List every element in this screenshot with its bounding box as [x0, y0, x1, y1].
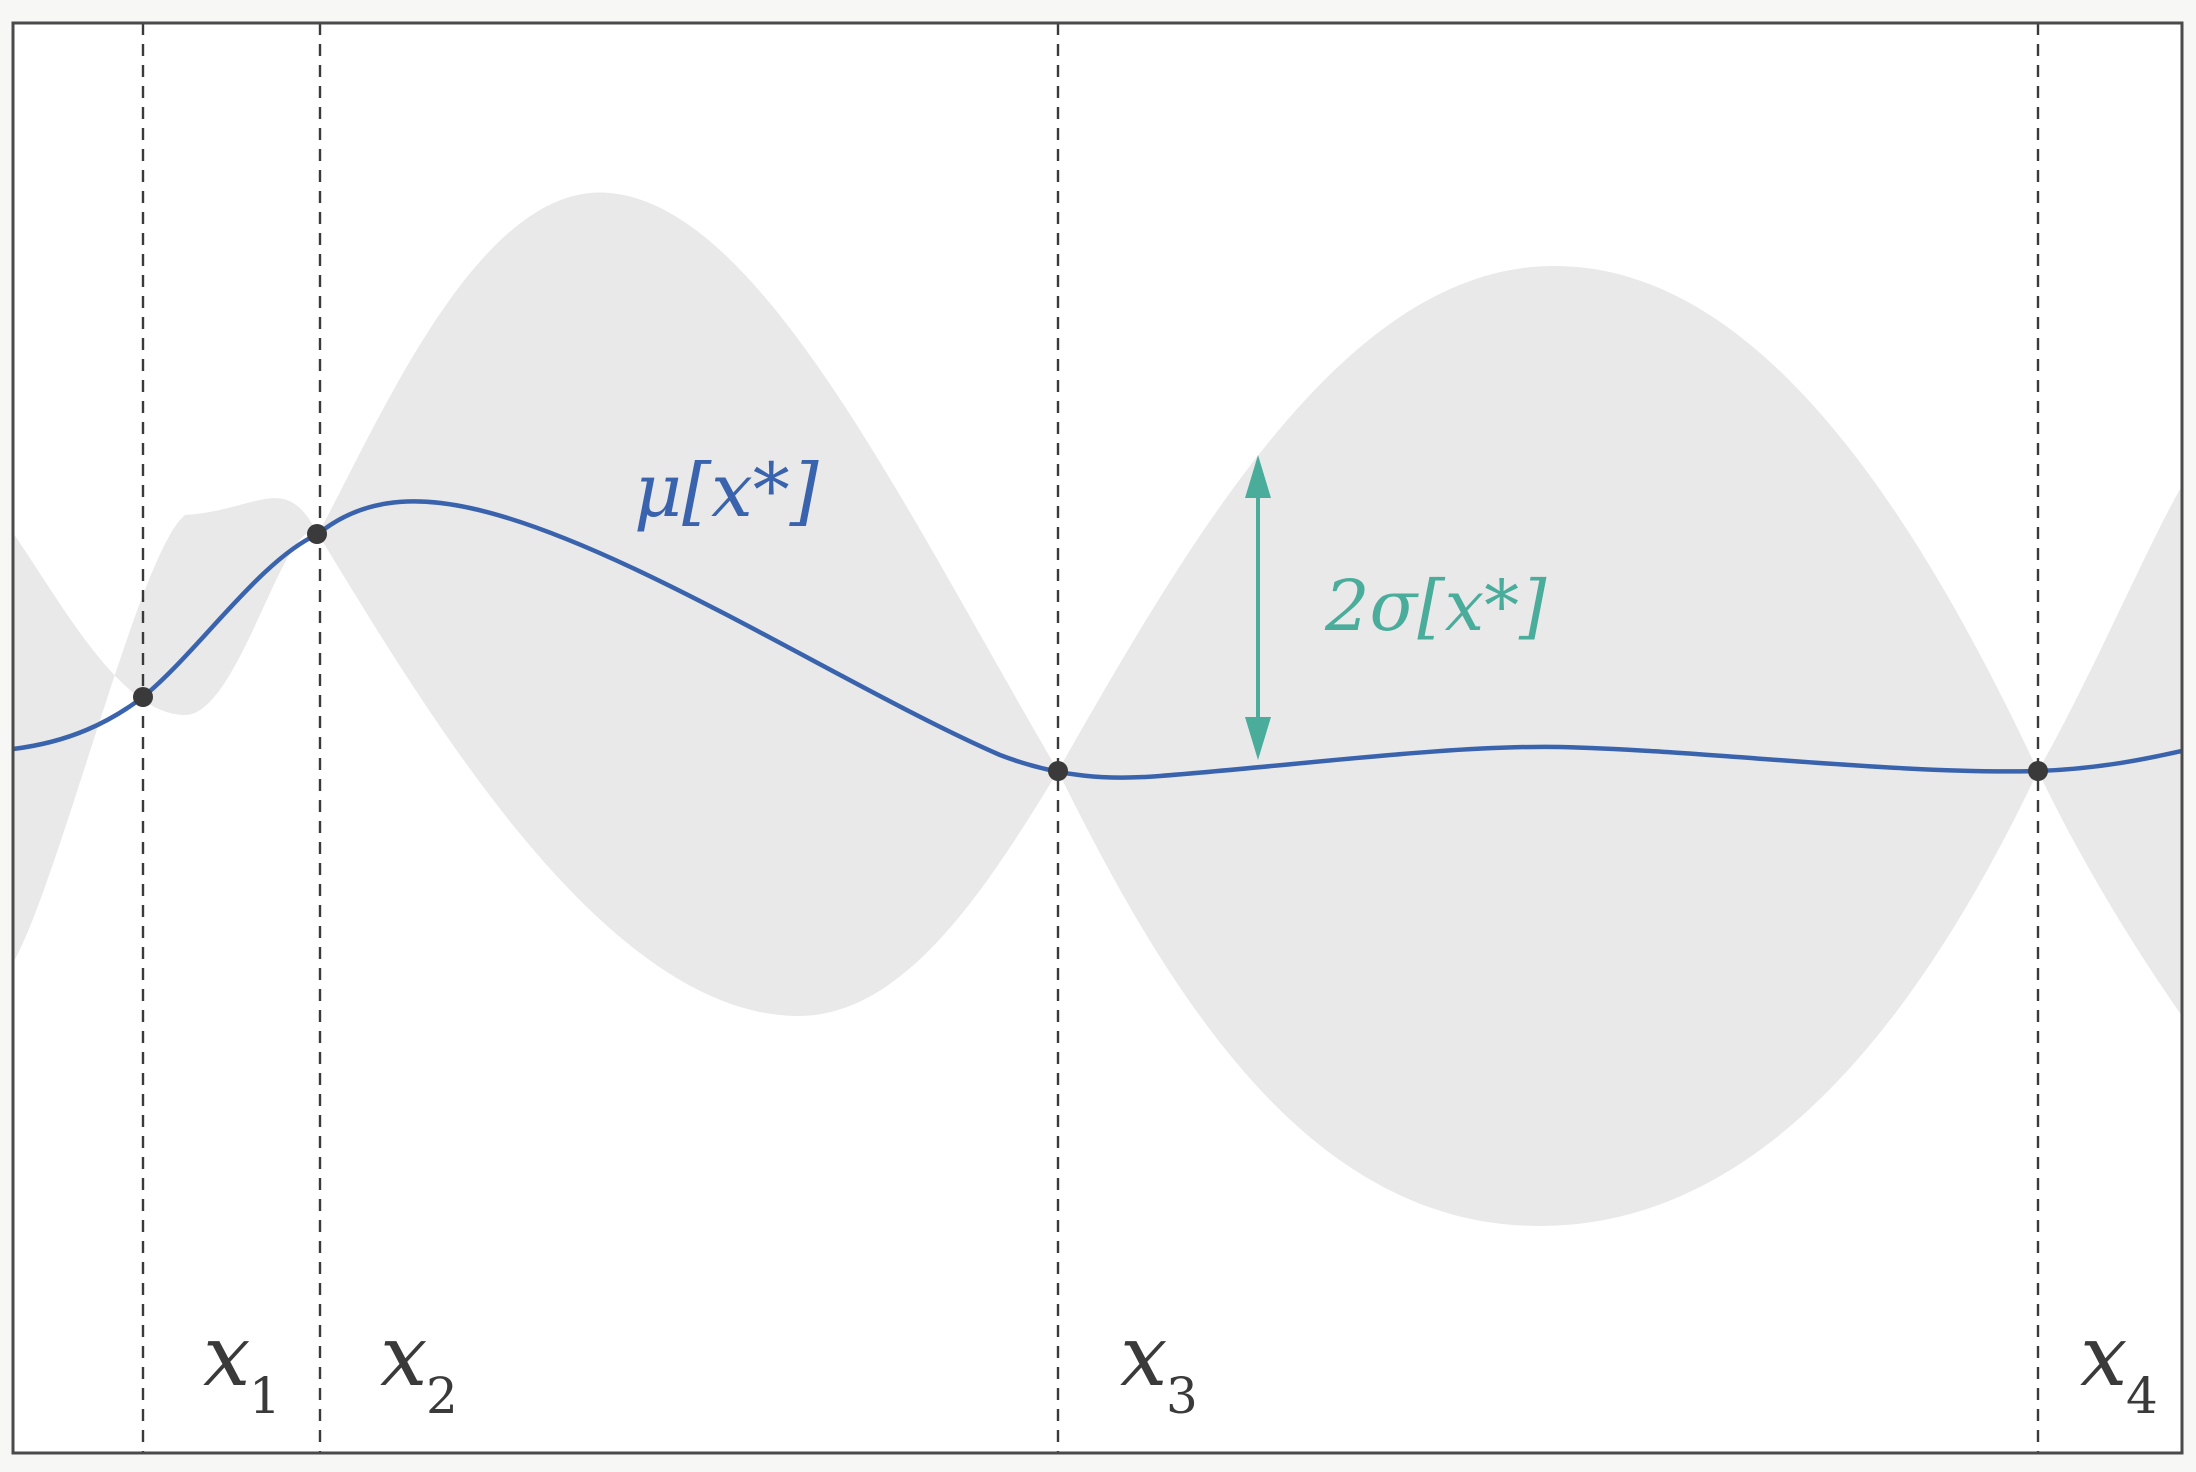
uncertainty-band	[13, 192, 2182, 1226]
x-label-1-subscript: 1	[249, 1367, 281, 1425]
mean-curve	[12, 499, 2183, 780]
x-label-3-subscript: 3	[1166, 1367, 1198, 1425]
x-label-1: x 1	[203, 1307, 281, 1425]
observation-point-x1	[133, 687, 153, 707]
x-label-3: x 3	[1120, 1307, 1198, 1425]
std-arrow	[1245, 455, 1271, 760]
x-label-4-subscript: 4	[2126, 1367, 2158, 1425]
observation-point-x2	[307, 524, 327, 544]
mean-label: μ[x*]	[634, 448, 819, 534]
std-label: 2σ[x*]	[1324, 565, 1547, 647]
x-label-4: x 4	[2080, 1307, 2158, 1425]
x-label-1-name: x	[203, 1307, 250, 1405]
observation-point-x3	[1048, 761, 1068, 781]
plot-frame	[11, 21, 2184, 1455]
observation-point-x4	[2028, 761, 2048, 781]
x-label-2-name: x	[380, 1307, 427, 1405]
x-label-3-name: x	[1120, 1307, 1167, 1405]
x-label-2: x 2	[380, 1307, 458, 1425]
x-label-4-name: x	[2080, 1307, 2127, 1405]
x-label-2-subscript: 2	[426, 1367, 458, 1425]
